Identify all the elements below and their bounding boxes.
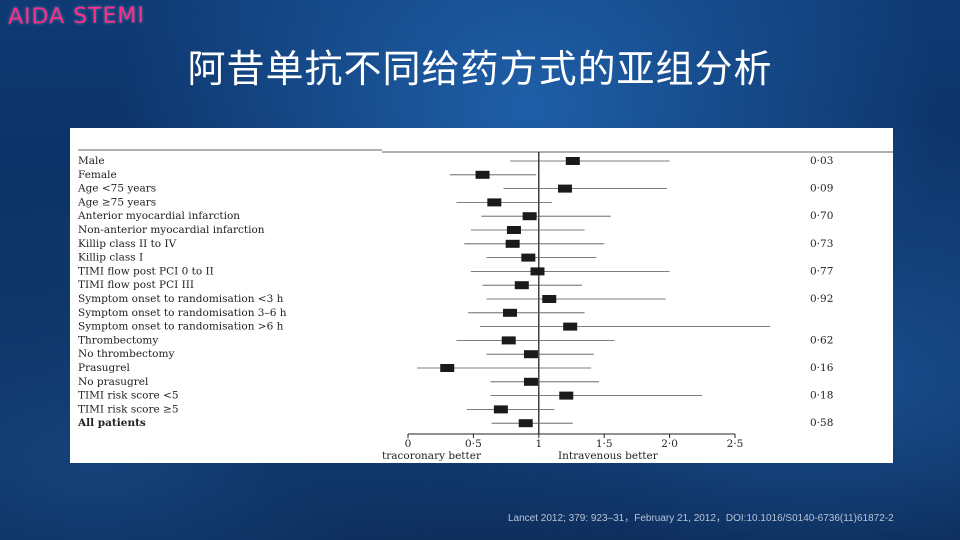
estimate-box xyxy=(521,253,536,262)
estimate-box xyxy=(440,364,455,372)
row-label: Anterior myocardial infarction xyxy=(77,210,240,222)
row-label: Prasugrel xyxy=(78,362,130,374)
row-label: Age ≥75 years xyxy=(77,196,156,208)
right-direction-label: Intravenous better xyxy=(558,450,659,462)
estimate-box xyxy=(557,184,572,193)
row-label: Killip class II to IV xyxy=(78,238,177,250)
estimate-box xyxy=(542,295,557,303)
estimate-box xyxy=(523,377,538,386)
estimate-box xyxy=(501,336,516,345)
p-value: 0·70 xyxy=(810,210,833,222)
row-label: Symptom onset to randomisation >6 h xyxy=(78,321,284,333)
forest-plot: Male 0·03 Female Age <75 years 0·09 Age ≥75 y… xyxy=(77,149,893,462)
p-value: 0·58 xyxy=(810,417,833,429)
p-value: 0·92 xyxy=(810,293,833,305)
estimate-box xyxy=(514,281,529,290)
row-label: No prasugrel xyxy=(78,376,149,388)
left-direction-label: tracoronary better xyxy=(382,450,482,462)
p-value: 0·73 xyxy=(810,238,833,250)
x-tick-label: 1 xyxy=(535,438,542,450)
p-value: 0·62 xyxy=(810,334,833,346)
estimate-box xyxy=(487,198,502,207)
x-tick-label: 2·5 xyxy=(727,438,744,450)
row-label: Age <75 years xyxy=(77,183,156,195)
x-tick-label: 1·5 xyxy=(596,438,613,450)
row-label: TIMI flow post PCI 0 to II xyxy=(78,265,214,277)
estimate-box xyxy=(506,226,521,234)
estimate-box xyxy=(475,170,490,179)
estimate-box xyxy=(559,391,574,400)
p-value: 0·16 xyxy=(810,362,834,374)
x-tick-label: 0 xyxy=(405,438,412,450)
row-label: Killip class I xyxy=(78,252,143,264)
row-label: All patients xyxy=(77,417,146,429)
estimate-box xyxy=(565,157,580,165)
estimate-box xyxy=(530,267,545,276)
row-label: Female xyxy=(78,169,117,181)
p-value: 0·09 xyxy=(810,183,833,195)
citation: Lancet 2012; 379: 923–31，February 21, 20… xyxy=(508,513,894,524)
x-tick-label: 0·5 xyxy=(465,438,482,450)
p-value: 0·03 xyxy=(810,155,833,167)
forest-plot-panel: Male 0·03 Female Age <75 years 0·09 Age ≥75 y… xyxy=(70,128,893,463)
row-label: Non-anterior myocardial infarction xyxy=(78,224,265,236)
estimate-box xyxy=(503,308,518,317)
row-label: Thrombectomy xyxy=(78,334,158,346)
estimate-box xyxy=(522,212,537,221)
estimate-box xyxy=(563,322,578,331)
row-label: Symptom onset to randomisation 3–6 h xyxy=(78,307,287,319)
estimate-box xyxy=(505,239,520,248)
p-value: 0·77 xyxy=(810,265,833,277)
estimate-box xyxy=(523,350,538,359)
estimate-box xyxy=(493,405,508,414)
brand-logo-text: AIDA STEMI xyxy=(7,3,146,30)
estimate-box xyxy=(518,419,533,428)
row-label: Male xyxy=(78,155,105,167)
row-label: TIMI risk score ≥5 xyxy=(78,403,179,415)
x-tick-label: 2·0 xyxy=(661,438,678,450)
p-value: 0·18 xyxy=(810,390,833,402)
row-label: Symptom onset to randomisation <3 h xyxy=(78,293,284,305)
slide-title: 阿昔单抗不同给药方式的亚组分析 xyxy=(187,47,773,91)
row-label: TIMI risk score <5 xyxy=(78,390,179,402)
row-label: TIMI flow post PCI III xyxy=(78,279,194,291)
row-label: No thrombectomy xyxy=(78,348,174,360)
